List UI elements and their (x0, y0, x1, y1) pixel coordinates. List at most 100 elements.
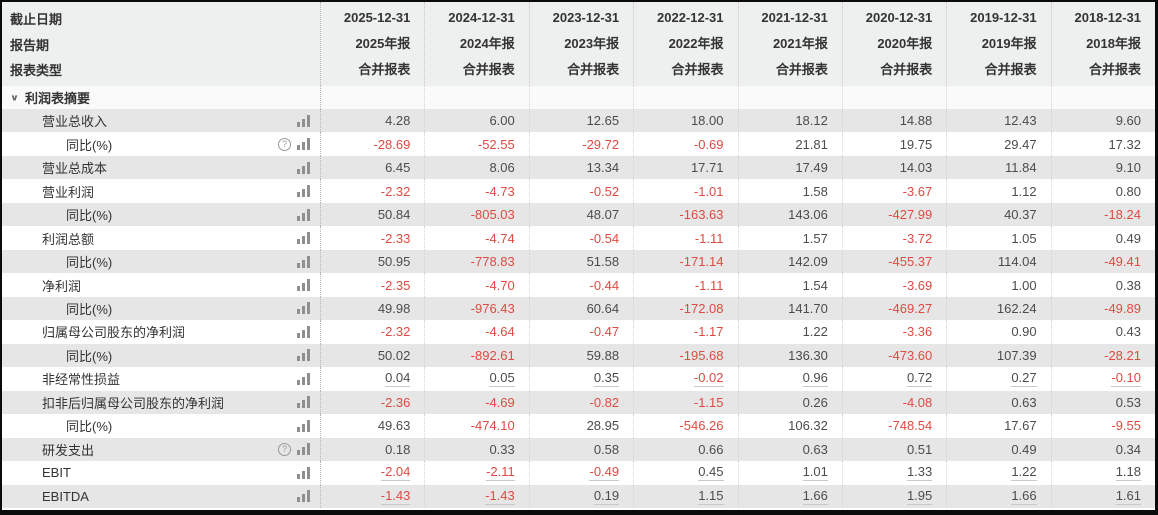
value: 17.67 (1004, 418, 1037, 434)
value: 0.18 (385, 441, 411, 457)
value-cell: -1.17 (633, 320, 737, 344)
row-label: 归属母公司股东的净利润 (42, 325, 186, 341)
value-cell: -1.43 (424, 484, 528, 508)
value-cell: 1.22 (946, 461, 1050, 485)
value-cell: 0.35 (528, 367, 633, 391)
value: 50.95 (377, 254, 411, 270)
row-label-cell: 同比(%) (2, 250, 320, 273)
value[interactable]: -2.04 (380, 464, 411, 482)
value: 0.90 (1011, 324, 1037, 340)
bar-chart-icon[interactable] (297, 279, 310, 292)
value: -1.17 (693, 324, 724, 340)
value-cell: 0.72 (841, 367, 946, 391)
row-label-cell: 同比(%)? (2, 132, 320, 155)
value-cell: 1.54 (737, 273, 842, 297)
value-cell: 0.34 (1050, 437, 1155, 462)
value[interactable]: 1.33 (906, 464, 933, 482)
value[interactable]: 0.04 (385, 370, 411, 388)
value: 11.84 (1005, 160, 1037, 176)
bar-chart-icon[interactable] (297, 255, 310, 268)
chevron-down-icon[interactable]: ∨ (10, 93, 19, 103)
section-filler-cell (946, 86, 1050, 109)
bar-chart-icon[interactable] (297, 372, 310, 385)
bar-chart-icon[interactable] (297, 114, 310, 127)
value[interactable]: -0.10 (1111, 370, 1141, 388)
bar-chart-icon[interactable] (297, 138, 310, 151)
value[interactable]: -1.43 (485, 487, 515, 505)
value[interactable]: 0.72 (906, 370, 933, 388)
bar-chart-icon[interactable] (297, 419, 310, 432)
help-icon[interactable]: ? (278, 442, 291, 456)
bar-chart-icon[interactable] (297, 396, 310, 409)
bar-chart-icon[interactable] (297, 443, 310, 456)
value[interactable]: -0.02 (693, 370, 724, 388)
value-cell: 1.33 (841, 461, 946, 485)
column-date: 2019-12-31 (970, 9, 1037, 25)
bar-chart-icon[interactable] (297, 325, 310, 338)
value: -3.36 (902, 324, 933, 340)
value[interactable]: 0.45 (698, 464, 724, 482)
value[interactable]: -1.43 (380, 487, 411, 505)
help-icon[interactable]: ? (278, 137, 291, 151)
value: -29.72 (582, 136, 620, 152)
value[interactable]: 1.15 (698, 487, 724, 505)
value[interactable]: 1.22 (1011, 464, 1037, 482)
value[interactable]: 1.66 (802, 487, 828, 505)
value-cell: 0.80 (1050, 179, 1155, 203)
column-header: 2019-12-31 2019年报 合并报表 (946, 2, 1050, 86)
value: -195.68 (679, 347, 724, 363)
value: 60.64 (586, 300, 620, 316)
value[interactable]: 1.66 (1011, 487, 1037, 505)
value: -171.14 (679, 254, 724, 270)
bar-chart-icon[interactable] (297, 490, 310, 503)
bar-chart-icon[interactable] (297, 302, 310, 315)
value: -1.11 (694, 277, 724, 293)
value-cell: 50.84 (320, 202, 424, 227)
value-cell: -469.27 (841, 296, 946, 321)
column-header: 2025-12-31 2025年报 合并报表 (320, 2, 424, 86)
value-cell: 1.15 (633, 484, 737, 508)
column-report-type: 合并报表 (984, 62, 1037, 78)
bar-chart-icon[interactable] (297, 185, 310, 198)
bar-chart-icon[interactable] (297, 161, 310, 174)
value-cell: -546.26 (633, 414, 737, 438)
value-cell: 21.81 (737, 132, 842, 156)
column-header: 2023-12-31 2023年报 合并报表 (528, 2, 633, 86)
value[interactable]: -0.49 (589, 464, 620, 482)
value: -892.61 (470, 347, 515, 363)
value-cell: 9.10 (1050, 155, 1155, 180)
value[interactable]: 1.18 (1115, 464, 1141, 482)
column-date: 2024-12-31 (448, 9, 515, 25)
value[interactable]: 1.95 (906, 487, 933, 505)
value[interactable]: 0.19 (593, 487, 620, 505)
value[interactable]: -2.11 (486, 464, 515, 482)
value-cell: 0.19 (528, 484, 633, 508)
section-filler-cell (841, 86, 946, 109)
value-cell: 13.34 (528, 155, 633, 180)
value: 6.45 (385, 160, 411, 176)
bar-chart-icon[interactable] (297, 349, 310, 362)
bar-chart-icon[interactable] (297, 208, 310, 221)
value: 14.88 (899, 113, 933, 129)
row-label-cell: 归属母公司股东的净利润 (2, 320, 320, 343)
value-cell: 141.70 (737, 296, 842, 321)
bar-chart-icon[interactable] (297, 466, 310, 479)
value[interactable]: 1.01 (802, 464, 828, 482)
value: -1.11 (694, 230, 724, 246)
bar-chart-icon[interactable] (297, 232, 310, 245)
value-cell: -0.54 (528, 226, 633, 250)
value[interactable]: 0.27 (1011, 370, 1037, 388)
value[interactable]: 0.35 (593, 370, 620, 388)
value-cell: 40.37 (946, 202, 1050, 227)
value[interactable]: 0.96 (802, 370, 828, 388)
table-row: 同比(%) 50.95 -778.83 51.58 -171.14 142.09 -455.… (2, 249, 1155, 274)
table-row: 非经常性损益 0.04 0.05 0.35 -0.02 0.96 0.72 0.27 -0.10 (2, 367, 1155, 391)
value[interactable]: 1.61 (1115, 487, 1141, 505)
value: -778.83 (470, 254, 515, 270)
row-label: 研发支出 (42, 442, 95, 458)
value: 1.58 (802, 183, 828, 199)
table-row: 归属母公司股东的净利润 -2.32 -4.64 -0.47 -1.17 1.22 -3.36… (2, 320, 1155, 344)
section-header-row[interactable]: ∨ 利润表摘要 (2, 86, 1155, 109)
value[interactable]: 0.05 (489, 370, 515, 388)
section-filler-cell (424, 86, 528, 109)
